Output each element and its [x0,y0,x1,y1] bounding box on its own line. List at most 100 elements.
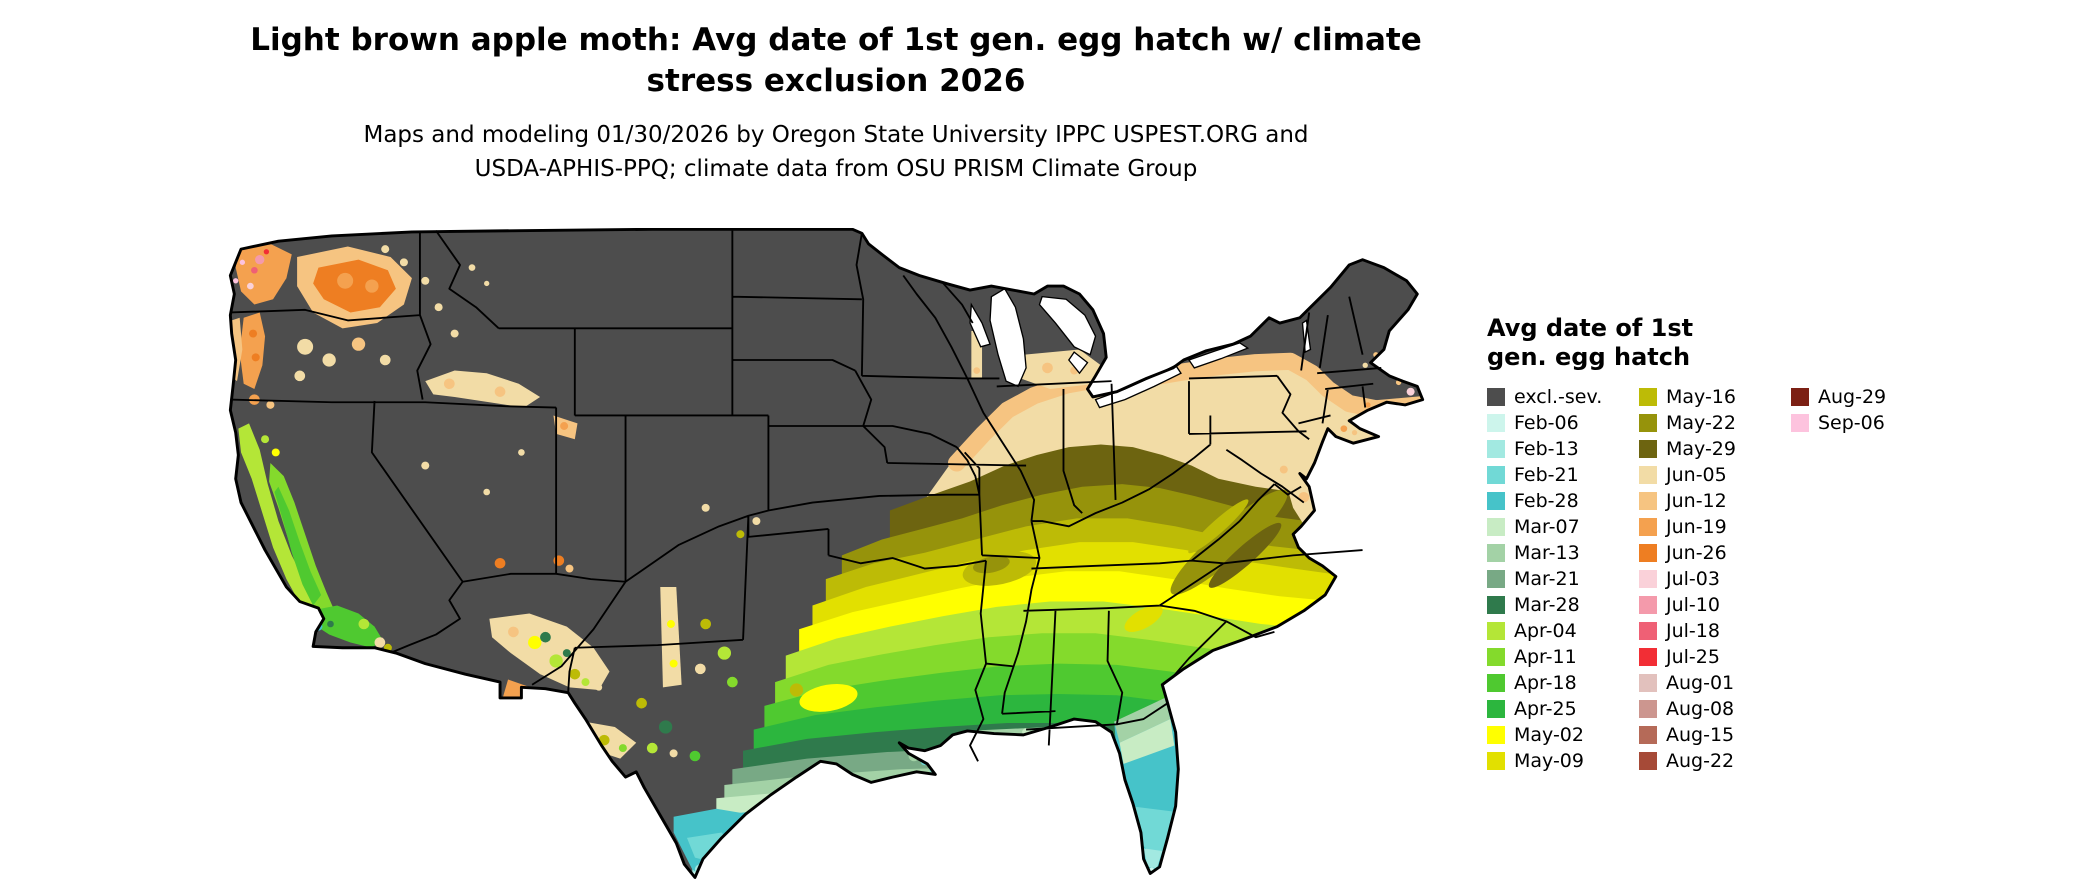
map-speck [297,338,314,355]
map-speck [327,620,334,628]
legend-item-Jul-25: Jul-25 [1639,644,1791,670]
map-speck [483,488,491,496]
legend-swatch [1639,622,1657,640]
map-speck [1064,724,1073,733]
band-mar13 [724,766,1423,878]
legend-column-1: excl.-sev. Feb-06 Feb-13 Feb-21 Feb-28 Mar-07… [1487,384,1639,774]
map-speck [1279,465,1288,474]
map-speck [337,272,354,289]
legend-swatch [1487,700,1505,718]
legend-swatch [1791,388,1809,406]
subtitle-line-2: USDA-APHIS-PPQ; climate data from OSU PR… [474,156,1198,182]
legend-swatch [1791,414,1809,432]
map-speck [1138,872,1143,877]
subtitle-line-1: Maps and modeling 01/30/2026 by Oregon S… [363,122,1309,148]
map-speck [239,259,246,265]
willamette-valley [239,312,266,390]
legend-item-May-22: May-22 [1639,410,1791,436]
map-speck [752,517,761,525]
legend-label: Jun-19 [1666,516,1727,538]
map-speck [263,249,270,255]
legend-label: excl.-sev. [1514,386,1603,408]
legend-label: Apr-25 [1514,698,1577,720]
map-speck [494,386,506,397]
legend-item-Sep-06: Sep-06 [1791,410,1886,436]
legend-swatch [1639,570,1657,588]
map-speck [358,618,370,630]
florida-tip [1143,848,1163,869]
map-speck [549,654,563,668]
legend-swatch [1639,700,1657,718]
map-speck [266,400,275,409]
regional-overlays [673,330,1352,878]
legend-item-Jul-03: Jul-03 [1639,566,1791,592]
map-speck [1365,402,1371,408]
legend-item-Feb-13: Feb-13 [1487,436,1639,462]
legend-title-line-1: Avg date of 1st [1487,314,1694,342]
legend-label: Feb-28 [1514,490,1579,512]
legend-swatch [1487,466,1505,484]
map-speck [508,626,519,638]
legend-column-2: May-16 May-22 May-29 Jun-05 Jun-12 Jun-19 Jun-… [1639,384,1791,774]
legend-label: Aug-29 [1818,386,1887,408]
map-speck [565,564,574,573]
florida-north-strip [1114,697,1171,743]
legend-swatch [1639,752,1657,770]
map-speck [294,370,306,382]
legend-item-Jul-18: Jul-18 [1639,618,1791,644]
legend-label: Jun-05 [1666,464,1727,486]
legend-swatch [1487,440,1505,458]
edwards-plateau-patch [799,683,858,712]
map-speck [658,720,673,734]
map-speck [526,697,538,709]
map-speck [233,278,239,284]
legend-swatch [1639,518,1657,536]
central-valley-outer [269,462,335,619]
map-speck [1340,425,1348,432]
lake-ontario [1187,342,1250,369]
legend-swatch [1639,414,1657,432]
central-arizona-mottle [489,613,610,690]
legend-label: Jul-25 [1666,646,1720,668]
map-speck [700,618,711,630]
map-speck [540,631,551,643]
legend-label: Sep-06 [1818,412,1885,434]
legend-item-Aug-29: Aug-29 [1791,384,1886,410]
legend-label: May-29 [1666,438,1736,460]
map-speck [468,264,476,271]
map-speck [562,649,571,657]
map-speck [434,303,443,312]
band-feb13 [692,835,1423,878]
legend-label: Jul-03 [1666,568,1720,590]
map-speck [379,354,391,366]
legend-item-excl.-sev.: excl.-sev. [1487,384,1639,410]
california-coast-range [238,423,330,630]
north-georgia-patch [1124,605,1163,632]
legend-swatch [1487,622,1505,640]
legend-columns: excl.-sev. Feb-06 Feb-13 Feb-21 Feb-28 Mar-07… [1487,384,1886,774]
appalachian-olive [1170,489,1288,595]
legend-item-Aug-22: Aug-22 [1639,748,1791,774]
legend-swatch [1487,414,1505,432]
map-speck [251,353,260,362]
legend-label: May-09 [1514,750,1584,772]
band-feb28 [705,800,1423,878]
legend-label: Mar-21 [1514,568,1580,590]
us-map [228,228,1425,879]
snake-river-plain [425,370,541,408]
socal-green [310,605,383,648]
legend-swatch [1639,726,1657,744]
map-speck [484,280,490,287]
map-speck [399,258,408,267]
legend-item-Apr-04: Apr-04 [1487,618,1639,644]
legend-label: Jul-18 [1666,620,1720,642]
state-borders [230,230,1382,762]
legend-item-Feb-21: Feb-21 [1487,462,1639,488]
map-speck [569,668,581,680]
ozark-core [973,555,1010,574]
legend-swatch [1639,544,1657,562]
legend-swatch [1487,388,1505,406]
legend-swatch [1487,648,1505,666]
title-line-1: Light brown apple moth: Avg date of 1st … [250,22,1422,58]
